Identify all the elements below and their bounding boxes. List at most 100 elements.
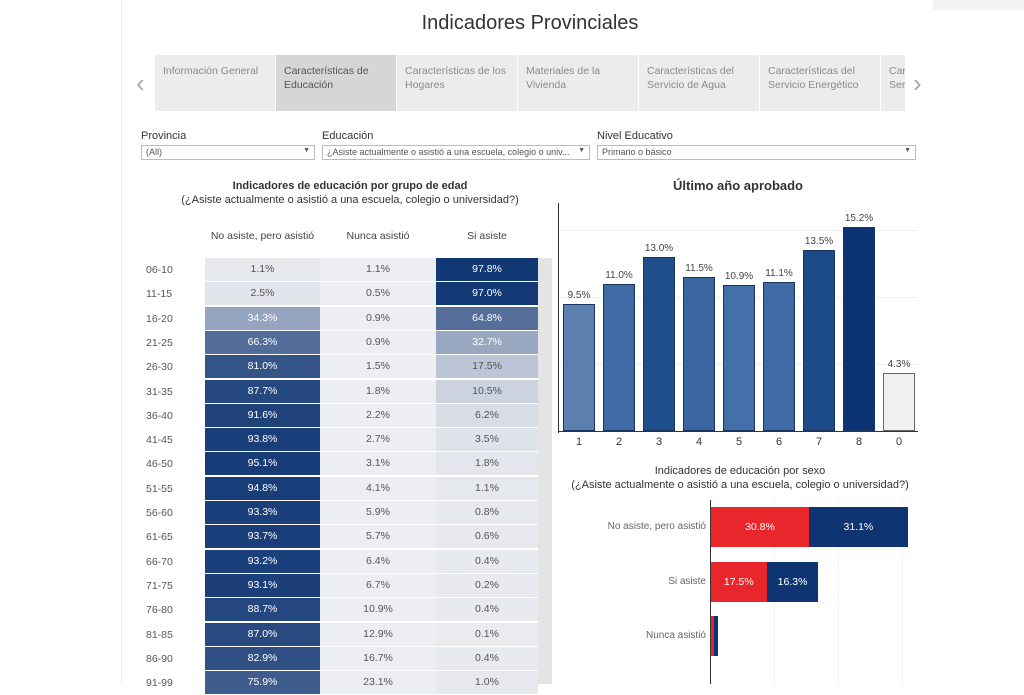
table-row: 11-15 2.5% 0.5% 97.0% [140, 282, 538, 306]
heatmap-cell: 0.5% [320, 282, 436, 306]
tab-item[interactable]: Características de Educación [276, 55, 396, 111]
bar[interactable] [803, 250, 835, 431]
stacked-bar-segment[interactable]: 30.8% [711, 507, 809, 547]
age-group-label: 16-20 [146, 312, 173, 325]
heatmap-cell: 12.9% [320, 622, 436, 646]
age-group-label: 76-80 [146, 604, 173, 617]
nivel-dropdown[interactable]: Primario o básico ▼ [597, 145, 916, 160]
x-tick-label: 6 [775, 436, 783, 448]
provincia-label: Provincia [141, 130, 187, 142]
heatmap-cell: 82.9% [205, 646, 320, 670]
heatmap-cell: 6.4% [320, 549, 436, 573]
bar[interactable] [563, 303, 595, 431]
tab-bar: Información General Características de Ed… [155, 55, 905, 111]
provincia-value: (All) [146, 147, 162, 157]
bar-value-label: 4.3% [887, 359, 911, 371]
table-row: 51-55 94.8% 4.1% 1.1% [140, 476, 538, 501]
heatmap-cell: 0.8% [436, 501, 538, 524]
heatmap-cell: 0.4% [436, 598, 538, 622]
heatmap-cell: 5.7% [320, 525, 436, 549]
y-axis [558, 203, 559, 433]
gridline [902, 500, 903, 684]
table-row: 06-10 1.1% 1.1% 97.8% [140, 258, 538, 282]
table-row: 61-65 93.7% 5.7% 0.6% [140, 525, 538, 549]
bar-value-label: 15.2% [844, 213, 874, 225]
table-row: 16-20 34.3% 0.9% 64.8% [140, 306, 538, 331]
gridline [838, 500, 839, 684]
tab-item[interactable]: Materiales de la Vivienda [518, 55, 638, 111]
table-row: 66-70 93.2% 6.4% 0.4% [140, 549, 538, 574]
heatmap-cell: 4.1% [320, 476, 436, 500]
stacked-bar-segment[interactable] [711, 616, 714, 656]
table-row: 76-80 88.7% 10.9% 0.4% [140, 598, 538, 622]
age-group-label: 56-60 [146, 507, 173, 519]
table-row: 56-60 93.3% 5.9% 0.8% [140, 501, 538, 525]
heatmap-cell: 88.7% [205, 598, 320, 622]
heatmap-cell: 91.6% [205, 403, 320, 427]
heatmap-cell: 0.9% [320, 330, 436, 354]
heatmap-cell: 2.2% [320, 403, 436, 427]
heatmap-cell: 97.8% [436, 258, 538, 281]
age-group-label: 41-45 [146, 434, 173, 447]
age-group-label: 81-85 [146, 628, 173, 641]
nivel-value: Primario o básico [602, 147, 672, 157]
heatmap-cell: 0.6% [436, 525, 538, 549]
bar[interactable] [883, 373, 915, 431]
heatmap-cell: 0.9% [320, 306, 436, 330]
col-header: Si asiste [467, 230, 507, 242]
tab-item[interactable]: Características de los Hogares [397, 55, 517, 111]
heatmap-cell: 95.1% [205, 452, 320, 476]
age-group-label: 46-50 [146, 458, 173, 471]
bar[interactable] [683, 276, 715, 431]
bar[interactable] [843, 227, 875, 431]
stacked-bar-segment[interactable]: 16.3% [766, 561, 819, 602]
heatmap-cell: 1.8% [436, 452, 538, 476]
heatmap-cell: 93.1% [205, 573, 320, 597]
bar[interactable] [643, 256, 675, 431]
col-header: No asiste, pero asistió [210, 230, 315, 242]
heatmap-cell: 10.9% [320, 598, 436, 622]
tab-item[interactable]: Características del Servicio de Agua [639, 55, 759, 111]
tab-item[interactable]: Características del Servicio Energético [760, 55, 880, 111]
bar-value-label: 11.0% [605, 269, 633, 281]
heatmap-cell: 0.4% [436, 646, 538, 670]
page-title: Indicadores Provinciales [421, 12, 639, 34]
heatmap-cell: 0.4% [436, 549, 538, 573]
heatmap-scrollbar[interactable] [538, 258, 552, 684]
heatmap-cell: 87.0% [205, 622, 320, 646]
heatmap-subtitle: (¿Asiste actualmente o asistió a una esc… [181, 194, 519, 206]
heatmap-cell: 1.8% [320, 379, 436, 403]
x-tick-label: 1 [575, 436, 583, 448]
heatmap-title-text: Indicadores de educación por grupo de ed… [232, 180, 468, 192]
stacked-bar-segment[interactable] [713, 616, 718, 656]
table-row: 91-99 75.9% 23.1% 1.0% [140, 671, 538, 695]
tabs-next-arrow-icon[interactable]: › [913, 68, 922, 98]
x-tick-label: 0 [895, 436, 903, 448]
category-label: Si asiste [668, 575, 706, 587]
bar[interactable] [723, 284, 755, 431]
provincia-dropdown[interactable]: (All) ▼ [141, 145, 315, 160]
bar-value-label: 13.5% [804, 236, 834, 248]
age-group-label: 26-30 [146, 361, 173, 374]
heatmap-cell: 16.7% [320, 646, 436, 670]
age-group-label: 61-65 [146, 531, 173, 544]
tab-item[interactable]: Características del Servicio [881, 55, 905, 111]
stacked-bar-segment[interactable]: 17.5% [711, 561, 767, 602]
heatmap-cell: 64.8% [436, 306, 538, 330]
bar[interactable] [603, 283, 635, 431]
tabs-prev-arrow-icon[interactable]: ‹ [136, 68, 145, 98]
heatmap-cell: 93.3% [205, 501, 320, 524]
stacked-bar-segment[interactable]: 31.1% [808, 507, 908, 547]
x-tick-label: 7 [815, 436, 823, 448]
heatmap-cell: 5.9% [320, 501, 436, 524]
heatmap-cell: 6.2% [436, 403, 538, 427]
table-row: 31-35 87.7% 1.8% 10.5% [140, 379, 538, 404]
bar[interactable] [763, 282, 795, 431]
bar-chart-title: Último año aprobado [673, 178, 803, 193]
age-group-label: 21-25 [146, 336, 173, 349]
age-group-label: 31-35 [146, 385, 173, 398]
educacion-dropdown[interactable]: ¿Asiste actualmente o asistió a una escu… [322, 145, 590, 160]
age-group-label: 66-70 [146, 555, 173, 568]
tab-item[interactable]: Información General [155, 55, 275, 111]
heatmap-cell: 97.0% [436, 282, 538, 306]
